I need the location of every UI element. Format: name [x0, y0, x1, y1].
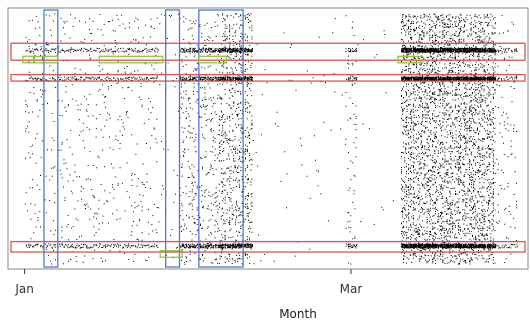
column-highlight-2: [165, 9, 181, 268]
column-highlight-3: [198, 9, 244, 268]
small-box-3: [98, 55, 164, 64]
small-box-1: [22, 55, 35, 64]
x-tick-label-jan: Jan: [14, 282, 34, 296]
x-tick-label-mar: Mar: [340, 282, 363, 296]
scatter-points: [25, 13, 518, 265]
x-axis: Jan Mar: [14, 269, 362, 296]
x-axis-title: Month: [279, 307, 317, 321]
small-box-5: [397, 55, 424, 64]
row-highlight-3: [10, 240, 526, 253]
small-box-4: [198, 55, 228, 64]
column-highlight-1: [43, 9, 59, 268]
row-highlight-1: [10, 42, 526, 61]
highlights-layer: [10, 9, 526, 268]
points-layer: [25, 13, 518, 265]
small-box-6: [159, 250, 183, 258]
plot-frame: [7, 7, 529, 270]
row-highlight-2: [10, 73, 526, 82]
small-box-2: [33, 55, 59, 64]
